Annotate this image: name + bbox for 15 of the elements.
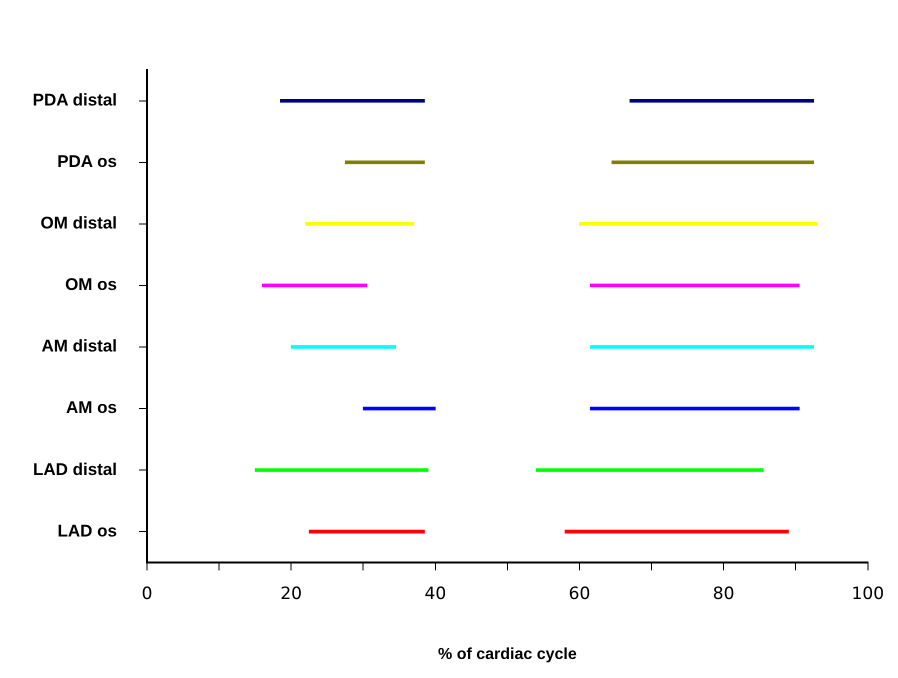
x-tick-label: 60 xyxy=(568,584,590,604)
x-tick-label: 100 xyxy=(852,584,884,604)
y-tick-label: PDA distal xyxy=(32,90,118,110)
x-tick-label: 0 xyxy=(142,584,152,604)
y-tick-label: PDA os xyxy=(57,152,118,172)
x-tick-label: 80 xyxy=(712,584,734,604)
x-tick-label: 40 xyxy=(424,584,446,604)
y-tick-label: LAD os xyxy=(58,521,118,540)
x-tick-label: 20 xyxy=(280,584,302,604)
y-tick-label: OM os xyxy=(65,275,118,294)
y-tick-label: LAD distal xyxy=(32,460,118,479)
x-axis-title: % of cardiac cycle xyxy=(438,646,577,663)
y-tick-label: OM distal xyxy=(40,214,118,233)
y-tick-label: AM distal xyxy=(41,336,118,356)
y-tick-label: AM os xyxy=(66,398,118,418)
